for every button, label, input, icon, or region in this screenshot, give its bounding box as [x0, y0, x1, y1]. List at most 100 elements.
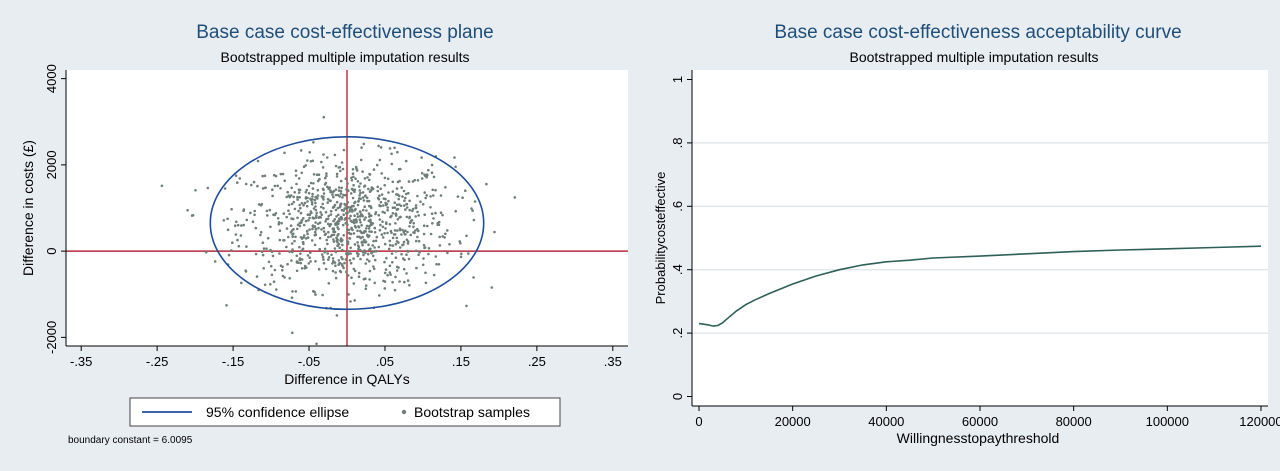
bootstrap-point [346, 240, 350, 244]
bootstrap-point [295, 269, 299, 273]
bootstrap-point [456, 195, 460, 198]
bootstrap-point [354, 207, 357, 211]
bootstrap-point [334, 164, 338, 168]
bootstrap-point [381, 204, 385, 207]
bootstrap-point [293, 239, 296, 243]
bootstrap-point [316, 188, 320, 192]
bootstrap-point [430, 212, 434, 215]
bootstrap-point [368, 269, 372, 273]
bootstrap-point [424, 281, 428, 285]
bootstrap-point [332, 189, 336, 193]
bootstrap-point [408, 199, 411, 203]
bootstrap-point [364, 277, 367, 281]
bootstrap-point [339, 203, 342, 207]
bootstrap-point [404, 192, 408, 196]
bootstrap-point [230, 249, 233, 252]
bootstrap-point [398, 228, 402, 232]
bootstrap-point [318, 221, 322, 224]
bootstrap-point [285, 195, 289, 199]
bootstrap-point [381, 236, 385, 239]
bootstrap-point [353, 190, 356, 194]
bootstrap-point [259, 233, 262, 237]
bootstrap-point [305, 188, 309, 192]
bootstrap-point [426, 174, 429, 177]
bootstrap-point [278, 229, 282, 232]
x-tick-label: .35 [604, 354, 622, 369]
bootstrap-point [391, 206, 395, 209]
bootstrap-point [402, 204, 406, 207]
bootstrap-point [320, 205, 323, 209]
bootstrap-point [367, 259, 371, 263]
bootstrap-point [351, 168, 355, 171]
bootstrap-point [318, 247, 322, 251]
bootstrap-point [349, 219, 353, 223]
bootstrap-point [239, 234, 243, 237]
bootstrap-point [335, 172, 339, 176]
bootstrap-point [367, 227, 371, 230]
bootstrap-point [236, 223, 240, 227]
ce-plane-xlabel: Difference in QALYs [284, 371, 410, 387]
ceac-title: Base case cost-effectiveness acceptabili… [774, 22, 1181, 43]
bootstrap-point [323, 250, 327, 253]
bootstrap-point [391, 261, 394, 264]
bootstrap-point [429, 232, 433, 236]
bootstrap-point [320, 213, 324, 216]
bootstrap-point [287, 203, 291, 207]
bootstrap-point [431, 222, 434, 225]
bootstrap-point [345, 252, 348, 255]
bootstrap-point [394, 222, 397, 225]
bootstrap-point [365, 224, 369, 228]
bootstrap-point [354, 226, 358, 229]
y-tick-label: .6 [670, 201, 685, 212]
bootstrap-point [269, 225, 272, 229]
bootstrap-point [340, 208, 344, 212]
bootstrap-point [417, 253, 420, 257]
bootstrap-point [298, 258, 302, 262]
bootstrap-point [460, 252, 463, 256]
bootstrap-point [391, 280, 394, 284]
bootstrap-point [407, 180, 411, 183]
bootstrap-point [373, 258, 377, 262]
bootstrap-point [377, 213, 381, 217]
bootstrap-point [303, 264, 307, 268]
bootstrap-point [326, 201, 330, 204]
bootstrap-point [297, 191, 301, 194]
bootstrap-point [333, 247, 337, 250]
bootstrap-point [386, 208, 389, 212]
bootstrap-point [361, 208, 365, 212]
bootstrap-point [307, 262, 311, 265]
bootstrap-point [356, 212, 359, 216]
bootstrap-point [302, 242, 305, 246]
bootstrap-point [261, 187, 265, 190]
bootstrap-point [406, 240, 410, 243]
bootstrap-point [359, 191, 362, 195]
bootstrap-point [353, 243, 357, 246]
bootstrap-point [291, 235, 295, 239]
bootstrap-point [349, 192, 353, 195]
bootstrap-point [346, 249, 350, 253]
bootstrap-point [432, 194, 435, 197]
bootstrap-point [391, 236, 395, 240]
bootstrap-point [366, 252, 370, 256]
bootstrap-point [340, 255, 343, 259]
bootstrap-point [280, 221, 283, 225]
bootstrap-point [422, 224, 426, 227]
bootstrap-point [282, 212, 286, 215]
ceac-subtitle: Bootstrapped multiple imputation results [849, 49, 1098, 65]
bootstrap-point [407, 257, 411, 261]
bootstrap-point [339, 192, 343, 195]
bootstrap-point [397, 266, 400, 269]
bootstrap-point [351, 210, 354, 213]
bootstrap-point [347, 189, 350, 193]
bootstrap-point [313, 233, 317, 237]
bootstrap-point [337, 166, 341, 169]
bootstrap-point [352, 282, 356, 285]
bootstrap-point [381, 210, 385, 214]
bootstrap-point [297, 177, 301, 180]
bootstrap-point [308, 213, 311, 216]
bootstrap-point [312, 173, 316, 176]
bootstrap-point [260, 202, 264, 206]
bootstrap-point [339, 169, 342, 173]
x-tick-label: 40000 [868, 414, 904, 429]
bootstrap-point [329, 209, 333, 213]
